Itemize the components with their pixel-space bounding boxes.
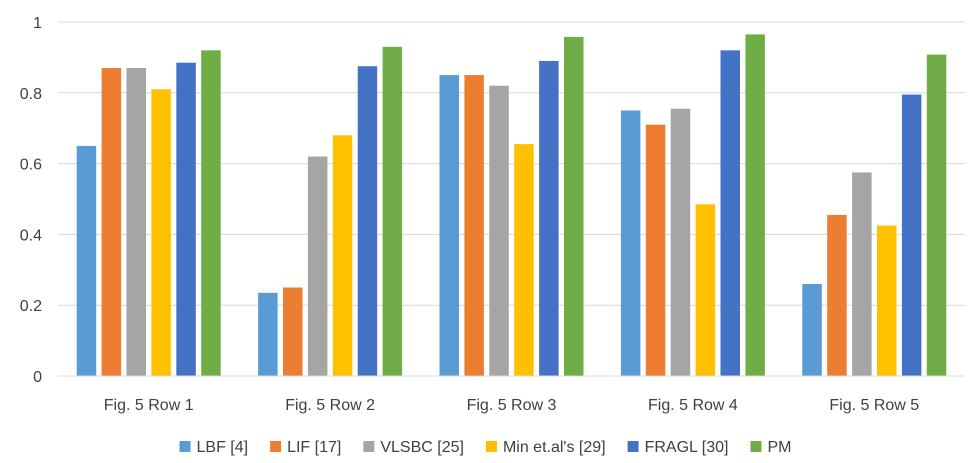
x-tick-label: Fig. 5 Row 1 [104, 397, 194, 414]
x-tick-label: Fig. 5 Row 5 [829, 397, 919, 414]
legend-label: VLSBC [25] [380, 439, 464, 456]
bar-min-et-al-s-29-4 [695, 204, 716, 376]
bars [76, 34, 947, 377]
bar-fragl-30-1 [176, 62, 196, 377]
bar-vlsbc-25-2 [307, 156, 328, 376]
bar-vlsbc-25-3 [489, 85, 509, 376]
bar-pm-5 [926, 54, 947, 376]
bar-min-et-al-s-29-5 [877, 225, 897, 376]
bar-fragl-30-2 [357, 66, 378, 376]
legend-label: LIF [17] [287, 439, 341, 456]
bar-fragl-30-5 [901, 94, 922, 376]
legend-label: PM [767, 439, 791, 456]
y-tick-label: 0.6 [20, 157, 42, 174]
legend-label: LBF [4] [197, 439, 249, 456]
legend-swatch [270, 441, 282, 452]
x-axis-labels: Fig. 5 Row 1 Fig. 5 Row 2 Fig. 5 Row 3 Fig.… [104, 397, 920, 414]
bar-fragl-30-3 [539, 60, 559, 376]
bar-lbf-4-3 [439, 75, 459, 376]
bar-vlsbc-25-1 [126, 68, 146, 377]
legend-swatch [363, 441, 375, 452]
bar-vlsbc-25-5 [852, 172, 872, 376]
x-tick-label: Fig. 5 Row 4 [648, 397, 738, 414]
bar-pm-2 [382, 46, 403, 376]
bar-lbf-4-1 [76, 145, 97, 376]
legend-swatch [485, 441, 497, 452]
bar-pm-1 [201, 50, 221, 376]
legend-label: FRAGL [30] [645, 439, 729, 456]
y-tick-label: 0 [33, 369, 42, 386]
y-tick-label: 1 [33, 15, 42, 32]
y-tick-label: 0.4 [20, 227, 42, 244]
bar-min-et-al-s-29-2 [332, 135, 353, 376]
legend-label: Min et.al's [29] [503, 439, 606, 456]
bar-lif-17-3 [464, 75, 484, 376]
bar-lif-17-1 [101, 68, 122, 377]
x-tick-label: Fig. 5 Row 3 [467, 397, 557, 414]
bar-lbf-4-5 [802, 283, 822, 376]
legend: LBF [4] LIF [17] VLSBC [25] Min et.al's [29… [179, 439, 791, 456]
legend-swatch [179, 441, 191, 452]
bar-pm-3 [564, 36, 584, 377]
legend-swatch [627, 441, 639, 452]
bar-lif-17-5 [827, 214, 847, 376]
bar-lbf-4-2 [258, 292, 278, 376]
y-tick-label: 0.2 [20, 298, 42, 315]
legend-swatch [750, 441, 762, 452]
bar-lif-17-2 [283, 287, 303, 376]
x-tick-label: Fig. 5 Row 2 [285, 397, 375, 414]
bar-pm-4 [745, 34, 765, 376]
y-axis-ticks: 0 0.2 0.4 0.6 0.8 1 [20, 15, 42, 386]
bar-lbf-4-4 [620, 110, 641, 376]
bar-lif-17-4 [645, 124, 666, 376]
y-tick-label: 0.8 [20, 86, 42, 103]
bar-min-et-al-s-29-1 [151, 89, 171, 376]
bar-vlsbc-25-4 [670, 108, 691, 376]
bar-fragl-30-4 [720, 50, 740, 376]
bar-min-et-al-s-29-3 [514, 144, 534, 376]
